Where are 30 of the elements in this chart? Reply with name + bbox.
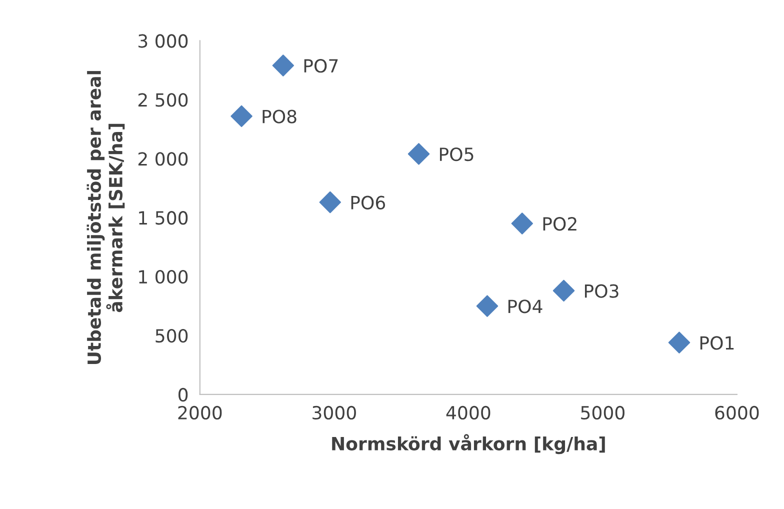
point [319,191,342,214]
point [272,54,294,76]
y-tick-label: 500 [156,328,188,343]
point [408,143,430,165]
annotation: PO2 [543,217,576,231]
point [476,295,498,317]
x-tick-label: 5000 [581,406,624,420]
x-tick-label: 3000 [312,406,356,420]
y-tick-label: 2 500 [138,93,188,107]
annotation: PO3 [584,284,618,298]
point [552,280,575,302]
y-tick-label: 3 000 [138,34,188,48]
x-tick-label: 4000 [446,406,490,420]
point [668,332,690,354]
point [511,212,534,234]
y-tick-label: 0 [178,388,188,402]
y-axis-title: Utbetald miljötstöd per areal åkermark [SEK/ha] [86,71,125,364]
annotation: PO4 [508,300,542,314]
y-tick-label: 1 500 [139,211,188,225]
annotation: PO5 [440,147,474,162]
annotation: PO7 [304,59,338,73]
annotation: PO8 [262,110,296,124]
y-tick-label: 2 000 [138,152,188,166]
x-tick-label: 6000 [715,406,759,420]
y-tick-label: 1 000 [139,270,188,284]
annotation: PO1 [700,336,734,350]
x-tick-label: 2000 [178,406,222,420]
x-axis-title: Normskörd vårkorn [kg/ha] [332,434,605,454]
annotation: PO6 [351,196,386,210]
point [230,105,252,128]
